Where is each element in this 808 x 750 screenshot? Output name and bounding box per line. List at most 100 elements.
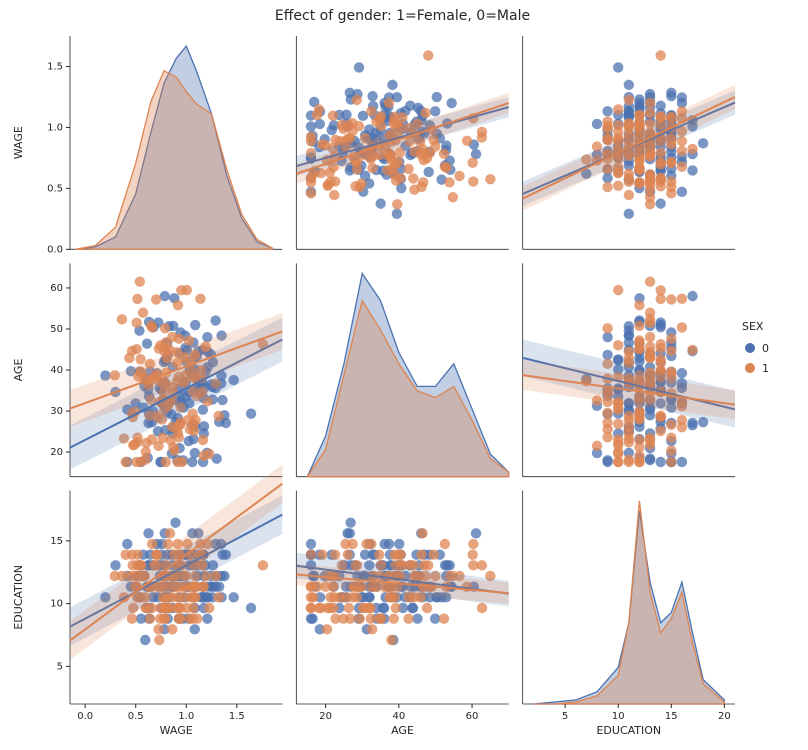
legend-marker	[745, 363, 755, 373]
scatter-point	[160, 323, 170, 333]
scatter-point	[207, 581, 217, 591]
scatter-point	[395, 173, 405, 183]
scatter-point	[666, 157, 676, 167]
scatter-point	[655, 173, 665, 183]
scatter-point	[387, 80, 397, 90]
scatter-point	[127, 549, 137, 559]
scatter-point	[602, 332, 612, 342]
scatter-point	[634, 451, 644, 461]
scatter-point	[634, 343, 644, 353]
scatter-point	[677, 294, 687, 304]
figure-title: Effect of gender: 1=Female, 0=Male	[275, 8, 530, 24]
y-tick-label: 15	[50, 536, 63, 547]
scatter-point	[666, 420, 676, 430]
scatter-point	[424, 167, 434, 177]
scatter-point	[613, 419, 623, 429]
scatter-point	[655, 457, 665, 467]
scatter-point	[613, 434, 623, 444]
scatter-point	[211, 571, 221, 581]
scatter-point	[306, 613, 316, 623]
scatter-point	[677, 368, 687, 378]
scatter-point	[412, 613, 422, 623]
scatter-point	[613, 340, 623, 350]
scatter-point	[677, 422, 687, 432]
scatter-point	[439, 613, 449, 623]
scatter-point	[393, 549, 403, 559]
scatter-point	[143, 528, 153, 538]
scatter-point	[213, 592, 223, 602]
scatter-point	[444, 177, 454, 187]
scatter-point	[228, 592, 238, 602]
x-tick-label: 60	[466, 711, 479, 722]
scatter-point	[172, 457, 182, 467]
scatter-point	[416, 549, 426, 559]
scatter-point	[442, 560, 452, 570]
scatter-point	[613, 285, 623, 295]
scatter-point	[345, 613, 355, 623]
scatter-point	[666, 182, 676, 192]
scatter-point	[423, 50, 433, 60]
scatter-point	[341, 592, 351, 602]
scatter-point	[165, 528, 175, 538]
scatter-point	[624, 177, 634, 187]
scatter-point	[430, 141, 440, 151]
scatter-point	[167, 332, 177, 342]
y-tick-label: 20	[50, 447, 63, 458]
scatter-point	[367, 91, 377, 101]
scatter-point	[345, 517, 355, 527]
scatter-point	[258, 560, 268, 570]
scatter-point	[666, 88, 676, 98]
scatter-point	[471, 528, 481, 538]
scatter-point	[361, 539, 371, 549]
scatter-point	[315, 119, 325, 129]
scatter-point	[645, 433, 655, 443]
scatter-point	[592, 441, 602, 451]
scatter-point	[477, 132, 487, 142]
x-axis-label: WAGE	[160, 724, 193, 737]
scatter-point	[379, 539, 389, 549]
scatter-point	[666, 346, 676, 356]
scatter-point	[161, 457, 171, 467]
scatter-point	[634, 165, 644, 175]
y-tick-label: 0.5	[47, 183, 63, 194]
scatter-point	[403, 164, 413, 174]
scatter-point	[142, 338, 152, 348]
scatter-point	[430, 106, 440, 116]
scatter-point	[374, 549, 384, 559]
scatter-point	[634, 321, 644, 331]
scatter-point	[167, 422, 177, 432]
scatter-point	[384, 98, 394, 108]
scatter-point	[655, 411, 665, 421]
scatter-point	[195, 294, 205, 304]
scatter-point	[602, 116, 612, 126]
scatter-point	[322, 181, 332, 191]
scatter-point	[602, 417, 612, 427]
scatter-point	[341, 110, 351, 120]
scatter-point	[160, 613, 170, 623]
scatter-point	[634, 356, 644, 366]
scatter-point	[364, 124, 374, 134]
scatter-point	[173, 300, 183, 310]
scatter-point	[140, 635, 150, 645]
x-tick-label: 20	[319, 711, 332, 722]
y-tick-label: 40	[50, 365, 63, 376]
scatter-point	[147, 434, 157, 444]
scatter-point	[391, 603, 401, 613]
scatter-point	[340, 539, 350, 549]
scatter-point	[422, 603, 432, 613]
scatter-point	[419, 560, 429, 570]
scatter-point	[360, 549, 370, 559]
y-tick-label: 60	[50, 283, 63, 294]
scatter-point	[624, 209, 634, 219]
scatter-point	[403, 613, 413, 623]
scatter-point	[217, 395, 227, 405]
scatter-point	[645, 342, 655, 352]
scatter-point	[202, 613, 212, 623]
scatter-point	[645, 98, 655, 108]
scatter-point	[167, 624, 177, 634]
scatter-point	[367, 163, 377, 173]
scatter-point	[190, 624, 200, 634]
scatter-point	[407, 603, 417, 613]
scatter-point	[199, 451, 209, 461]
scatter-point	[655, 148, 665, 158]
